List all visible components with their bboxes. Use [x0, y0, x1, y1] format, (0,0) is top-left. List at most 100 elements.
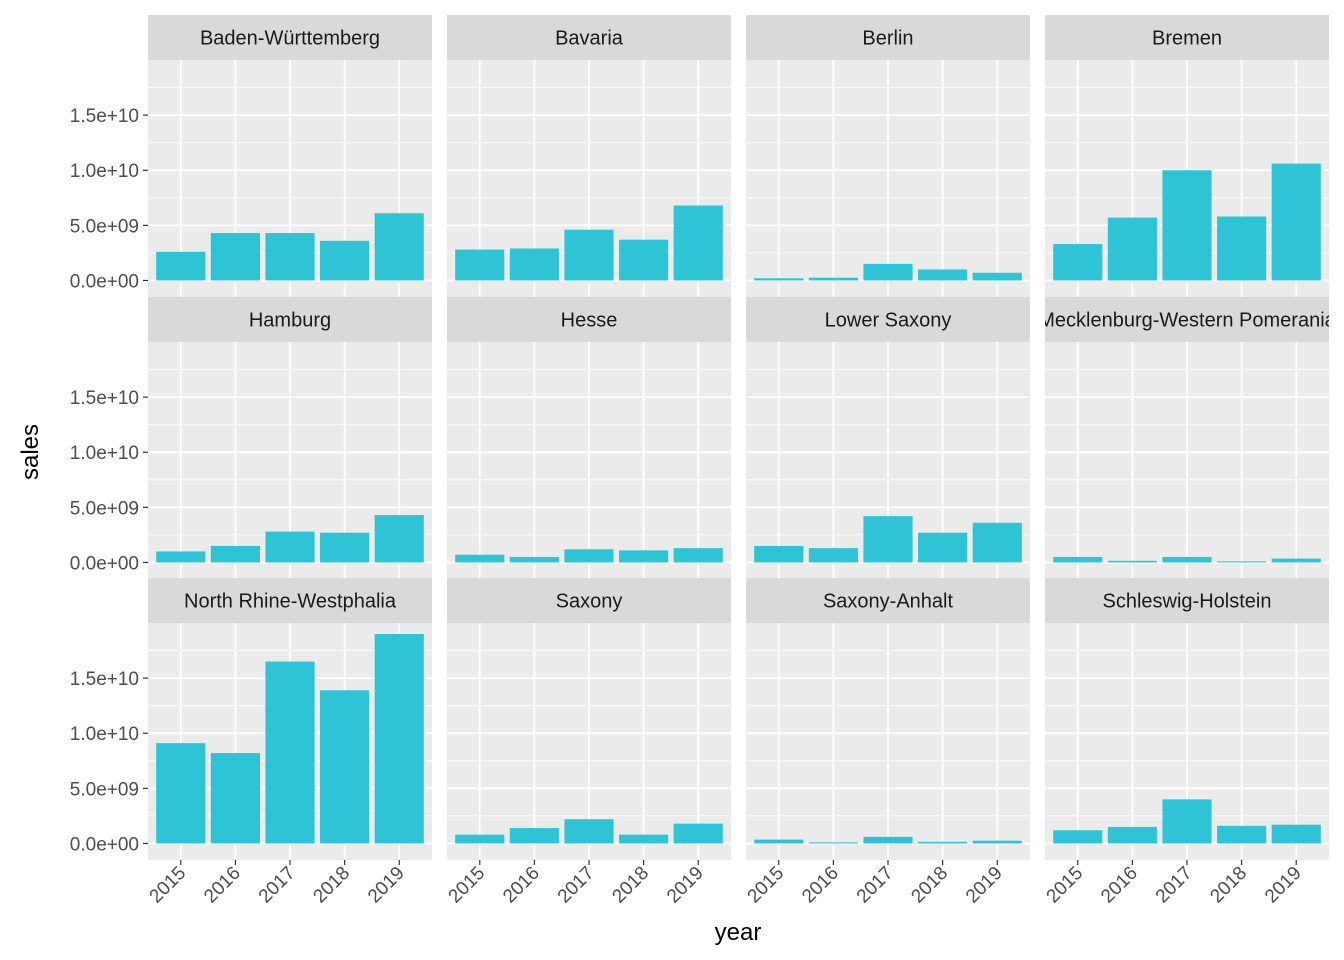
x-tick-label: 2018 [608, 863, 653, 908]
bar [972, 522, 1022, 563]
y-tick-label: 1.0e+10 [70, 161, 139, 182]
bar [918, 532, 968, 563]
facet-strip [746, 578, 1030, 623]
y-tick-label: 1.5e+10 [70, 106, 139, 127]
bar [320, 240, 370, 281]
y-tick-label: 0.0e+00 [70, 553, 139, 574]
facet-panel: Mecklenburg-Western Pomerania [1038, 297, 1336, 579]
y-tick-label: 1.5e+10 [70, 388, 139, 409]
bar [156, 251, 206, 281]
x-tick-label: 2015 [1043, 863, 1088, 908]
bar [673, 205, 723, 281]
bar [455, 834, 505, 844]
y-tick-label: 0.0e+00 [70, 271, 139, 292]
x-tick-label: 2018 [907, 863, 952, 908]
facet-strip-label: Berlin [862, 28, 913, 50]
bar [374, 634, 424, 844]
facet-strip [447, 578, 731, 623]
bar [156, 743, 206, 844]
x-tick-label: 2019 [962, 863, 1007, 908]
bar [1053, 830, 1103, 844]
bar [374, 515, 424, 563]
bar [619, 834, 669, 844]
x-tick-label: 2017 [853, 863, 898, 908]
bar [265, 531, 315, 563]
bar [156, 551, 206, 563]
bar [673, 548, 723, 563]
bar [265, 661, 315, 844]
facet-strip [148, 578, 432, 623]
bar [320, 532, 370, 563]
bar [320, 690, 370, 844]
bar [1217, 561, 1267, 563]
bar [1271, 163, 1321, 281]
x-axis-title: year [715, 919, 762, 946]
facet-strip [746, 15, 1030, 60]
bar [972, 840, 1022, 844]
bar [564, 549, 614, 563]
bar [972, 272, 1022, 281]
facet-panel: Baden-Württemberg 0.0e+00 5.0e+09 1.0e+10 1.… [70, 15, 432, 297]
bar [863, 516, 913, 563]
x-tick-label: 2019 [364, 863, 409, 908]
bar [374, 213, 424, 281]
facet-strip [148, 297, 432, 342]
facet-strip [1045, 15, 1329, 60]
bar [863, 836, 913, 844]
bar [1162, 556, 1212, 563]
facet-strip-label: Mecklenburg-Western Pomerania [1038, 310, 1336, 332]
facet-panel: North Rhine-Westphalia 0.0e+00 5.0e+09 1.0e… [70, 578, 432, 907]
x-tick-label: 2018 [309, 863, 354, 908]
facet-strip [447, 15, 731, 60]
bar [210, 753, 260, 844]
bar [210, 233, 260, 281]
y-tick-label: 1.5e+10 [70, 669, 139, 690]
facet-strip [1045, 578, 1329, 623]
bar [564, 229, 614, 281]
facet-strip-label: Lower Saxony [825, 310, 952, 332]
bar [808, 842, 858, 844]
bar [1162, 170, 1212, 281]
x-tick-label: 2017 [554, 863, 599, 908]
facet-strip [447, 297, 731, 342]
facet-panel: Schleswig-Holstein 2015 2016 2017 2018 2019 [1043, 578, 1329, 907]
y-tick-label: 1.0e+10 [70, 443, 139, 464]
facet-panel: Saxony-Anhalt 2015 2016 2017 2018 2019 [744, 578, 1030, 907]
facet-panel: Berlin [746, 15, 1030, 297]
x-tick-label: 2017 [1152, 863, 1197, 908]
y-tick-label: 0.0e+00 [70, 834, 139, 855]
facet-strip-label: Bremen [1152, 28, 1222, 50]
bar [918, 841, 968, 844]
bar [619, 550, 669, 563]
facet-strip-label: Schleswig-Holstein [1103, 591, 1272, 613]
bar [455, 554, 505, 563]
y-axis-title: sales [17, 424, 44, 480]
x-tick-label: 2019 [663, 863, 708, 908]
y-tick-label: 1.0e+10 [70, 724, 139, 745]
bar [808, 277, 858, 281]
x-tick-label: 2016 [200, 863, 245, 908]
facet-strip-label: North Rhine-Westphalia [184, 591, 397, 613]
bar [509, 556, 559, 563]
y-tick-label: 5.0e+09 [70, 498, 139, 519]
bar [673, 823, 723, 844]
x-tick-label: 2018 [1206, 863, 1251, 908]
bar [1107, 217, 1157, 281]
x-tick-label: 2015 [445, 863, 490, 908]
bar [863, 263, 913, 281]
bar [619, 239, 669, 281]
x-tick-label: 2015 [146, 863, 191, 908]
facet-panel: Bremen [1045, 15, 1329, 297]
y-tick-label: 5.0e+09 [70, 216, 139, 237]
bar [754, 545, 804, 563]
x-tick-label: 2016 [1097, 863, 1142, 908]
facet-strip-label: Hesse [561, 310, 618, 332]
facets: Baden-Württemberg 0.0e+00 5.0e+09 1.0e+10 1.… [70, 15, 1336, 908]
bar [509, 828, 559, 844]
bar [1053, 244, 1103, 281]
bar [455, 249, 505, 281]
bar [564, 819, 614, 844]
facet-strip-label: Bavaria [555, 28, 624, 50]
x-tick-label: 2019 [1261, 863, 1306, 908]
